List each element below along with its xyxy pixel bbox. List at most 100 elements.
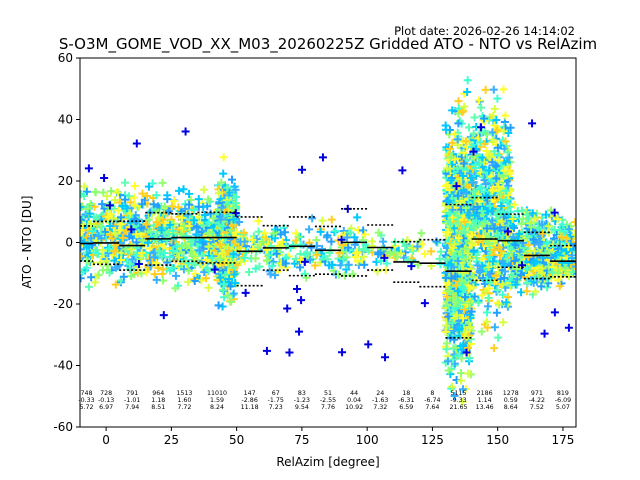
scatter-point — [91, 188, 100, 197]
scatter-point — [308, 214, 317, 223]
scatter-point — [157, 226, 166, 235]
scatter-point — [373, 267, 382, 276]
scatter-point — [214, 301, 223, 310]
scatter-point — [306, 255, 315, 264]
scatter-point — [457, 376, 466, 385]
scatter-point — [226, 282, 235, 291]
scatter-point — [223, 291, 232, 300]
scatter-point — [417, 240, 426, 249]
scatter-point — [128, 255, 137, 264]
scatter-point — [251, 254, 260, 263]
scatter-point — [132, 139, 141, 148]
scatter-point — [167, 215, 176, 224]
scatter-point — [175, 253, 184, 262]
scatter-point — [253, 243, 262, 252]
scatter-point — [342, 265, 351, 274]
scatter-point — [291, 254, 300, 263]
scatter-point — [171, 284, 180, 293]
bin-std-label: 21.65 — [450, 404, 468, 411]
x-tick-label: 150 — [486, 433, 509, 447]
bin-std-label: 8.51 — [151, 404, 165, 411]
scatter-point — [364, 340, 373, 349]
scatter-point — [218, 302, 227, 311]
bin-std-label: 5.07 — [556, 404, 570, 411]
bin-count-label: 67 — [272, 390, 280, 397]
scatter-point — [118, 201, 127, 210]
scatter-point — [318, 216, 327, 225]
x-tick-label: 25 — [164, 433, 179, 447]
scatter-point — [98, 200, 107, 209]
scatter-point — [143, 238, 152, 247]
scatter-point — [127, 245, 136, 254]
scatter-point — [96, 258, 105, 267]
scatter-point — [87, 273, 96, 282]
scatter-point — [172, 242, 181, 251]
scatter-point — [477, 103, 486, 112]
scatter-point — [84, 164, 93, 173]
scatter-point — [339, 247, 348, 256]
scatter-point — [499, 318, 508, 327]
scatter-point — [262, 346, 271, 355]
scatter-point — [241, 288, 250, 297]
bin-std-label: 7.94 — [125, 404, 139, 411]
scatter-point — [152, 218, 161, 227]
scatter-point — [470, 113, 479, 122]
scatter-point — [130, 201, 139, 210]
scatter-point — [290, 259, 299, 268]
bin-std-label: 8.64 — [504, 404, 518, 411]
scatter-point — [432, 237, 441, 246]
scatter-point — [127, 272, 136, 281]
scatter-point — [323, 255, 332, 264]
bin-mean-label: -4.22 — [529, 397, 545, 404]
scatter-point — [228, 175, 237, 184]
scatter-point — [115, 226, 124, 235]
scatter-point — [190, 216, 199, 225]
scatter-point — [493, 94, 502, 103]
scatter-point — [481, 85, 490, 94]
scatter-point — [285, 348, 294, 357]
scatter-point — [427, 247, 436, 256]
scatter-point — [399, 253, 408, 262]
scatter-point — [142, 192, 151, 201]
bin-std-label: 10.92 — [345, 404, 363, 411]
scatter-point — [80, 268, 87, 277]
scatter-point — [100, 227, 109, 236]
scatter-point — [420, 299, 429, 308]
scatter-point — [197, 251, 206, 260]
bin-count-label: 18 — [402, 390, 410, 397]
bin-count-label: 83 — [298, 390, 306, 397]
bin-std-label: 6.59 — [399, 404, 413, 411]
bin-std-label: 8.24 — [210, 404, 224, 411]
scatter-point — [142, 220, 151, 229]
scatter-point — [564, 323, 573, 332]
scatter-point — [175, 186, 184, 195]
scatter-point — [186, 195, 195, 204]
scatter-point — [297, 296, 306, 305]
scatter-point — [490, 344, 499, 353]
scatter-point — [191, 260, 200, 269]
scatter-point — [189, 205, 198, 214]
scatter-point — [293, 285, 302, 294]
scatter-point — [84, 282, 93, 291]
scatter-point — [382, 259, 391, 268]
bin-count-label: 748 — [81, 390, 93, 397]
scatter-point — [219, 169, 228, 178]
scatter-point — [435, 254, 444, 263]
bin-count-label: 791 — [126, 390, 138, 397]
scatter-point — [305, 225, 314, 234]
scatter-point — [231, 185, 240, 194]
bin-std-label: 7.64 — [425, 404, 439, 411]
scatter-point — [235, 218, 244, 227]
bin-mean-label: -0.33 — [78, 397, 94, 404]
scatter-point — [100, 204, 109, 213]
bin-mean-label: -2.55 — [320, 397, 336, 404]
scatter-point — [417, 229, 426, 238]
scatter-point — [361, 230, 370, 239]
scatter-point — [493, 299, 502, 308]
bin-mean-label: -1.23 — [294, 397, 310, 404]
scatter-point — [202, 274, 211, 283]
bin-std-label: 9.54 — [295, 404, 309, 411]
x-tick-label: 175 — [551, 433, 574, 447]
scatter-point — [215, 189, 224, 198]
scatter-point — [182, 260, 191, 269]
